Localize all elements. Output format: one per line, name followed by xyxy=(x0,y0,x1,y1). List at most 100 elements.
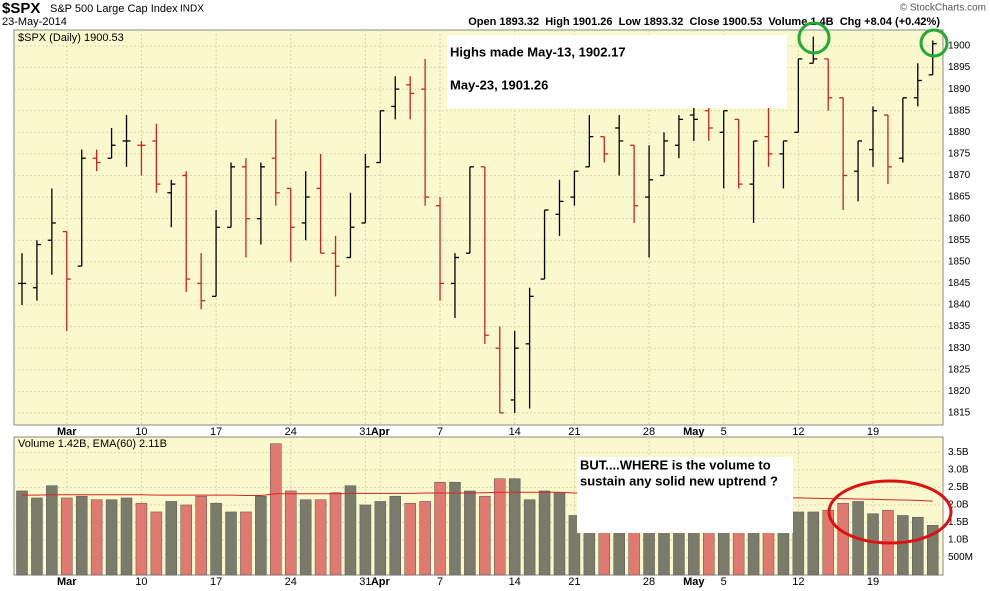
volume-bar xyxy=(105,499,118,576)
volume-bar xyxy=(419,501,431,576)
y-tick-label: 1890 xyxy=(948,84,971,95)
x-tick-label: 21 xyxy=(568,426,580,438)
x-tick-label: 28 xyxy=(643,426,655,438)
y-tick-label: 1825 xyxy=(948,364,971,375)
x-tick-label: 7 xyxy=(437,576,443,588)
x-tick-label: 14 xyxy=(509,426,521,438)
index-name: S&P 500 Large Cap Index xyxy=(50,3,178,15)
volume-bar xyxy=(46,485,58,576)
x-tick-label: 19 xyxy=(867,426,879,438)
x-tick-label: 24 xyxy=(285,576,297,588)
x-tick-label: 21 xyxy=(568,576,580,588)
date: 23-May-2014 xyxy=(2,16,67,28)
volume-bar xyxy=(61,497,73,576)
volume-bar xyxy=(479,495,491,576)
volume-bar xyxy=(165,501,178,576)
x-tick-label: Mar xyxy=(57,576,77,588)
marks: MarMar1010171724243131AprApr771414212128… xyxy=(14,30,973,588)
y-tick-label: 1875 xyxy=(948,149,971,160)
source: © StockCharts.com xyxy=(900,3,986,14)
volume-bar xyxy=(523,499,536,576)
volume-bar xyxy=(912,516,924,576)
volume-bar xyxy=(553,492,566,576)
x-tick-label: 19 xyxy=(867,576,879,588)
highlight-circle xyxy=(919,28,949,58)
y-tick-label: 1855 xyxy=(948,235,971,246)
x-tick-label: Mar xyxy=(57,426,77,438)
y-tick-label: 1885 xyxy=(948,105,971,116)
x-tick-label: 24 xyxy=(285,426,297,438)
y-tick-label: 1865 xyxy=(948,192,971,203)
volume-bar xyxy=(926,525,939,576)
volume-bar xyxy=(568,515,581,576)
y-tick-label: 1835 xyxy=(948,321,971,332)
volume-bar xyxy=(837,502,849,576)
x-tick-label: 12 xyxy=(792,576,804,588)
volume-bar xyxy=(449,481,461,576)
y-tick-label: 1.0B xyxy=(948,535,969,546)
y-tick-label: 1815 xyxy=(948,408,971,419)
note-box xyxy=(447,35,787,108)
note-box xyxy=(577,457,793,533)
annotations: Highs made May-13, 1902.17 May-23, 1901.… xyxy=(447,21,953,545)
x-tick-label: May xyxy=(683,576,705,588)
x-tick-label: 5 xyxy=(721,576,727,588)
highlight-ellipse xyxy=(827,479,953,545)
volume-bar xyxy=(508,478,521,576)
volume-bar xyxy=(314,499,327,576)
y-tick-label: 3.5B xyxy=(948,447,969,458)
volume-bar xyxy=(90,499,103,576)
volume-bar xyxy=(135,502,148,576)
price-legend: $SPX (Daily) 1900.53 xyxy=(18,32,124,44)
note-text: May-23, 1901.26 xyxy=(450,77,548,92)
volume-bar xyxy=(867,513,879,576)
quote: Open 1893.32 High 1901.26 Low 1893.32 Cl… xyxy=(468,16,940,28)
x-tick-label: 17 xyxy=(210,426,222,438)
volume-bar xyxy=(255,495,267,576)
volume-bar xyxy=(240,511,252,576)
x-tick-label: Apr xyxy=(371,426,391,438)
y-tick-label: 2.0B xyxy=(948,500,969,511)
y-tick-label: 1860 xyxy=(948,213,971,224)
x-tick-label: 14 xyxy=(509,576,521,588)
y-tick-label: 500M xyxy=(948,552,973,563)
x-tick-label: 5 xyxy=(721,426,727,438)
y-tick-label: 1845 xyxy=(948,278,971,289)
volume-bar xyxy=(897,515,909,576)
volume-bar xyxy=(374,501,387,576)
y-tick-label: 1900 xyxy=(948,41,971,52)
volume-bar xyxy=(225,511,237,576)
x-tick-label: 31 xyxy=(359,576,371,588)
y-tick-label: 1870 xyxy=(948,170,971,181)
note-text: sustain any solid new uptrend ? xyxy=(580,473,778,488)
x-tick-label: 10 xyxy=(135,426,147,438)
volume-bar xyxy=(150,511,163,576)
volume-bar xyxy=(180,504,192,576)
volume-bar xyxy=(270,443,282,576)
volume-bar xyxy=(807,511,820,576)
note-text: Highs made May-13, 1902.17 xyxy=(450,44,626,59)
x-tick-label: 12 xyxy=(792,426,804,438)
y-tick-label: 1.5B xyxy=(948,517,969,528)
volume-bar xyxy=(329,492,342,576)
volume-bar xyxy=(792,511,805,576)
volume-bar xyxy=(538,490,551,576)
volume-bar xyxy=(195,495,207,576)
highlight-circle xyxy=(797,21,831,55)
y-tick-label: 1840 xyxy=(948,300,971,311)
volume-bar xyxy=(120,497,133,576)
volume-bar xyxy=(75,495,88,576)
y-tick-label: 1895 xyxy=(948,62,971,73)
x-tick-label: 17 xyxy=(210,576,222,588)
exchange: INDX xyxy=(180,4,204,15)
y-tick-label: 2.5B xyxy=(948,482,969,493)
symbol: $SPX xyxy=(2,0,40,17)
volume-legend: Volume 1.42B, EMA(60) 2.11B xyxy=(18,438,167,450)
volume-bar xyxy=(464,490,476,576)
volume-bar xyxy=(299,499,312,576)
volume-bar xyxy=(434,481,446,576)
volume-bar xyxy=(389,495,401,576)
y-tick-label: 1820 xyxy=(948,386,971,397)
x-tick-label: 7 xyxy=(437,426,443,438)
